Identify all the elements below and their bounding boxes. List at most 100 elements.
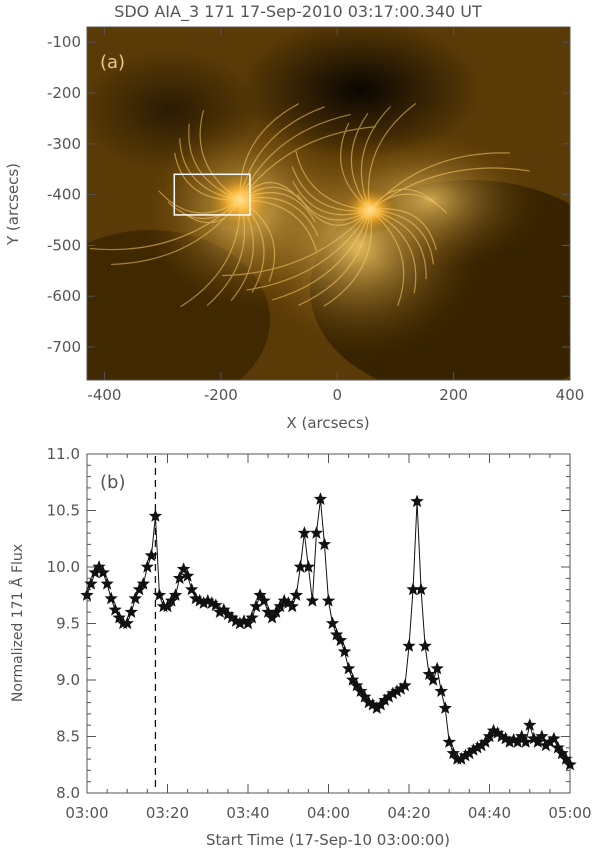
lightcurve-point	[185, 582, 199, 596]
lightcurve-point	[128, 591, 142, 605]
lightcurve-point	[511, 735, 525, 748]
coronal-loop	[188, 123, 241, 201]
lightcurve-point	[426, 673, 440, 686]
lightcurve-point	[301, 560, 315, 573]
lightcurve-point	[176, 562, 191, 575]
x-tick-label: 03:20	[146, 804, 189, 822]
lightcurve-point	[466, 743, 481, 756]
coronal-loop	[111, 199, 241, 266]
y-tick-label: 9.0	[56, 671, 80, 689]
y-tick-label: -300	[47, 135, 81, 153]
lightcurve-point	[269, 605, 283, 618]
coronal-loop	[297, 194, 371, 221]
x-tick-label: 03:40	[226, 804, 269, 822]
coronal-loop	[369, 209, 405, 307]
lightcurve-point	[458, 748, 472, 762]
coronal-loop	[369, 208, 437, 251]
lightcurve-point	[378, 693, 392, 706]
region-box	[173, 173, 251, 216]
x-tick-label: 05:00	[548, 804, 591, 822]
lightcurve-points	[80, 492, 577, 771]
coronal-loop	[174, 152, 241, 201]
coronal-loop	[199, 110, 241, 201]
panel-a-y-ticks: -100 -200 -300 -400 -500 -600 -700	[47, 33, 570, 356]
lightcurve-point	[418, 639, 432, 652]
lightcurve-point	[551, 740, 565, 754]
y-tick-label: 9.5	[56, 615, 80, 633]
y-tick-label: -700	[47, 338, 81, 356]
y-tick-label: -400	[47, 186, 81, 204]
lightcurve-point	[474, 738, 489, 752]
lightcurve-point	[132, 582, 146, 596]
lightcurve-point	[374, 697, 388, 711]
lightcurve-point	[257, 593, 271, 607]
lightcurve-point	[100, 577, 114, 590]
lightcurve-point	[438, 701, 452, 714]
lightcurve-point	[249, 599, 263, 613]
lightcurve-point	[414, 582, 428, 596]
coronal-loop	[292, 180, 371, 216]
lightcurve-point	[277, 593, 291, 607]
panel-a-solar-image: SDO AIA_3 171 17-Sep-2010 03:17:00.340 U…	[4, 2, 584, 432]
coronal-loop	[222, 209, 371, 277]
lightcurve-point	[494, 729, 509, 743]
lightcurve-point	[398, 678, 412, 692]
lightcurve-point	[337, 644, 352, 658]
lightcurve-point	[245, 610, 259, 624]
coronal-loop	[158, 190, 241, 214]
lightcurve-point	[84, 577, 98, 590]
lightcurve-point	[462, 746, 476, 760]
panel-b-lightcurve: 03:00 03:20 03:40 04:00 04:20 04:40 05:00 8.08…	[9, 445, 592, 849]
x-tick-label: 04:20	[387, 804, 430, 822]
lightcurve-point	[120, 616, 134, 630]
lightcurve-point	[382, 690, 396, 703]
panel-b-xlabel: Start Time (17-Sep-10 03:00:00)	[206, 831, 450, 849]
coronal-loop	[350, 112, 371, 211]
coronal-loop	[369, 193, 448, 214]
lightcurve-point	[253, 588, 267, 601]
lightcurve-point	[434, 684, 448, 697]
panel-a-x-ticks: -400 -200 0 200 400	[87, 27, 584, 404]
panel-a-label: (a)	[100, 52, 125, 73]
lightcurve-point	[88, 565, 102, 579]
lightcurve-point	[523, 718, 537, 731]
y-tick-label: 8.5	[56, 728, 80, 746]
lightcurve-point	[201, 593, 215, 607]
lightcurve-point	[136, 577, 150, 590]
lightcurve-point	[486, 723, 501, 737]
lightcurve-point	[470, 740, 485, 754]
y-tick-label: -100	[47, 33, 81, 51]
lightcurve-point	[555, 746, 569, 760]
coronal-loop	[167, 199, 241, 220]
lightcurve-point	[386, 686, 400, 700]
coronal-loop	[239, 103, 300, 201]
lightcurve-point	[189, 591, 203, 605]
panel-b-ylabel: Normalized 171 Å Flux	[9, 544, 26, 702]
lightcurve-point	[305, 593, 320, 607]
lightcurve-point	[285, 599, 299, 613]
y-tick-label: 10.5	[47, 502, 80, 520]
coronal-loop	[291, 166, 371, 212]
lightcurve-point	[281, 596, 295, 609]
y-tick-label: -200	[47, 84, 81, 102]
lightcurve-point	[515, 729, 529, 743]
lightcurve-point	[325, 616, 340, 630]
y-tick-label: 10.0	[47, 558, 80, 576]
coronal-loop	[239, 126, 377, 201]
lightcurve-point	[293, 560, 307, 573]
lightcurve-point	[241, 616, 255, 630]
lightcurve-point	[217, 602, 231, 616]
lightcurve-point	[92, 560, 106, 573]
lightcurve-point	[406, 582, 420, 596]
x-tick-label: 03:00	[65, 804, 108, 822]
lightcurve-point	[478, 735, 493, 748]
y-tick-label: -500	[47, 236, 81, 254]
lightcurve-point	[172, 571, 187, 584]
lightcurve-point	[273, 599, 287, 613]
coronal-loop	[239, 196, 319, 237]
coronal-loop	[304, 205, 371, 226]
lightcurve-point	[213, 605, 227, 618]
coronal-loop	[179, 138, 241, 201]
lightcurve-point	[96, 565, 110, 579]
lightcurve-point	[197, 596, 211, 609]
